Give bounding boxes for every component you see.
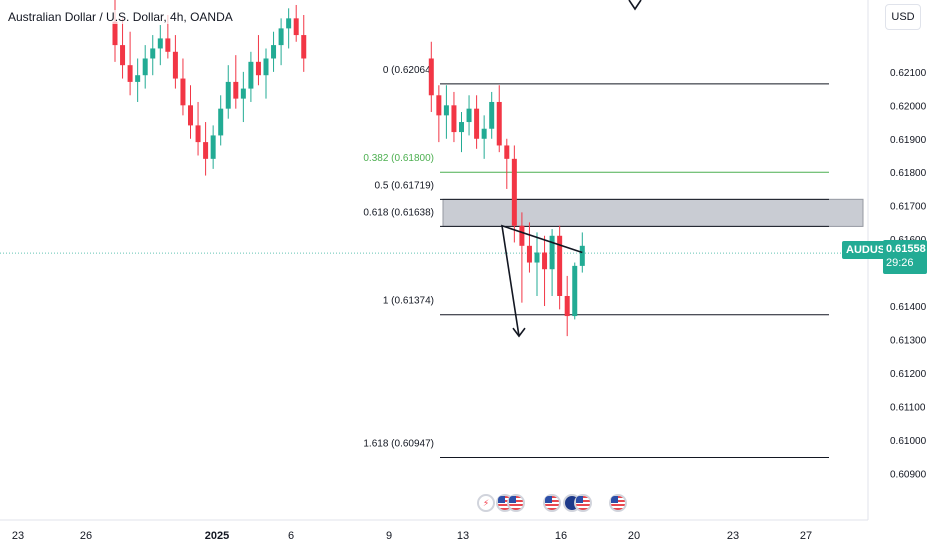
time-tick-label: 2025 — [205, 530, 229, 542]
supply-zone[interactable] — [442, 198, 864, 227]
bullish-candle[interactable] — [263, 58, 269, 76]
us-flag-event-icon[interactable] — [574, 494, 592, 512]
bearish-candle[interactable] — [428, 58, 434, 96]
time-tick-label: 23 — [12, 530, 24, 542]
bearish-candle[interactable] — [526, 245, 532, 263]
price-tick-label: 0.61400 — [890, 302, 927, 313]
bullish-candle[interactable] — [240, 88, 246, 99]
bullish-candle[interactable] — [150, 48, 156, 59]
price-tick-label: 0.62000 — [890, 101, 927, 112]
bullish-candle[interactable] — [286, 18, 292, 29]
bullish-candle[interactable] — [481, 128, 487, 139]
time-tick-label: 23 — [727, 530, 739, 542]
time-tick-label: 9 — [386, 530, 392, 542]
price-tick-label: 0.61700 — [890, 202, 927, 213]
bearish-candle[interactable] — [542, 252, 548, 270]
bearish-candle[interactable] — [255, 61, 261, 76]
price-tick-label: 0.61300 — [890, 335, 927, 346]
bullish-candle[interactable] — [489, 101, 495, 129]
bearish-candle[interactable] — [557, 235, 563, 296]
bullish-candle[interactable] — [271, 45, 277, 59]
bearish-candle[interactable] — [474, 108, 480, 139]
bearish-candle[interactable] — [519, 225, 525, 246]
bearish-candle[interactable] — [188, 105, 193, 126]
offscreen-arrowhead[interactable] — [628, 0, 642, 11]
bearish-candle[interactable] — [511, 158, 517, 226]
bullish-candle[interactable] — [466, 108, 472, 123]
projection-arrowhead[interactable] — [512, 327, 526, 338]
price-tick-label: 0.61200 — [890, 369, 927, 380]
chart-title: Australian Dollar / U.S. Dollar, 4h, OAN… — [8, 10, 233, 24]
price-tick-label: 0.61800 — [890, 168, 927, 179]
bullish-candle[interactable] — [210, 135, 216, 159]
bearish-candle[interactable] — [180, 78, 186, 106]
candlestick-series[interactable] — [112, 0, 585, 337]
time-tick-label: 27 — [800, 530, 812, 542]
bearish-candle[interactable] — [165, 38, 171, 52]
bearish-candle[interactable] — [451, 105, 457, 133]
bearish-candle[interactable] — [301, 35, 307, 59]
time-tick-label: 20 — [628, 530, 640, 542]
projection-drawing[interactable] — [501, 0, 642, 338]
currency-button[interactable]: USD — [885, 4, 921, 30]
us-flag-event-icon[interactable] — [543, 494, 561, 512]
price-tick-label: 0.62100 — [890, 68, 927, 79]
last-price: 0.61558 — [886, 243, 926, 255]
fib-level-label: 0.618 (0.61638) — [363, 207, 434, 218]
bullish-candle[interactable] — [579, 245, 585, 266]
earnings-event-icon[interactable]: ⚡ — [477, 494, 495, 512]
bearish-candle[interactable] — [504, 145, 510, 159]
time-axis[interactable]: 23 26 2025 6 9 13 16 20 23 27 — [12, 530, 812, 542]
us-flag-event-icon[interactable] — [507, 494, 525, 512]
last-price-box: 0.61558 29:26 — [883, 240, 927, 274]
fib-level-label: 1.618 (0.60947) — [363, 439, 434, 450]
us-flag-event-icon[interactable] — [609, 494, 627, 512]
fib-level-label: 0.382 (0.61800) — [363, 153, 434, 164]
bearish-candle[interactable] — [127, 65, 133, 82]
bullish-candle[interactable] — [549, 235, 555, 270]
bullish-candle[interactable] — [572, 265, 578, 317]
time-tick-label: 13 — [457, 530, 469, 542]
bearish-candle[interactable] — [203, 142, 209, 159]
bullish-candle[interactable] — [157, 38, 163, 49]
bearish-candle[interactable] — [293, 18, 299, 36]
bar-countdown: 29:26 — [886, 257, 914, 269]
bullish-candle[interactable] — [225, 81, 231, 109]
bearish-candle[interactable] — [564, 295, 570, 317]
price-axis[interactable]: 0.621000.620000.619000.618000.617000.616… — [890, 68, 927, 480]
bearish-candle[interactable] — [112, 21, 118, 46]
bullish-candle[interactable] — [142, 58, 148, 76]
price-tick-label: 0.60900 — [890, 469, 927, 480]
price-tick-label: 0.61000 — [890, 436, 927, 447]
bearish-candle[interactable] — [496, 101, 502, 146]
time-tick-label: 6 — [288, 530, 294, 542]
bullish-candle[interactable] — [135, 75, 141, 82]
bearish-candle[interactable] — [436, 95, 442, 116]
bullish-candle[interactable] — [278, 28, 284, 46]
fib-level-label: 0.5 (0.61719) — [375, 180, 435, 191]
bearish-candle[interactable] — [172, 51, 178, 79]
bullish-candle[interactable] — [459, 122, 464, 133]
bearish-candle[interactable] — [233, 81, 239, 99]
time-tick-label: 16 — [555, 530, 567, 542]
bullish-candle[interactable] — [248, 61, 254, 89]
fib-level-label: 0 (0.62064) — [383, 65, 434, 76]
bullish-candle[interactable] — [218, 108, 224, 136]
bullish-candle[interactable] — [443, 105, 449, 116]
price-tick-label: 0.61900 — [890, 135, 927, 146]
chart-grid — [0, 0, 869, 521]
bearish-candle[interactable] — [195, 125, 201, 143]
bearish-candle[interactable] — [120, 45, 126, 66]
fib-level-label: 1 (0.61374) — [383, 296, 434, 307]
price-tick-label: 0.61100 — [890, 402, 926, 413]
projection-path[interactable] — [501, 224, 583, 337]
bullish-candle[interactable] — [534, 252, 540, 263]
time-tick-label: 26 — [80, 530, 92, 542]
fibonacci-retracement[interactable]: 0 (0.62064) 0.382 (0.61800) 0.5 (0.61719) 0… — [363, 65, 864, 459]
